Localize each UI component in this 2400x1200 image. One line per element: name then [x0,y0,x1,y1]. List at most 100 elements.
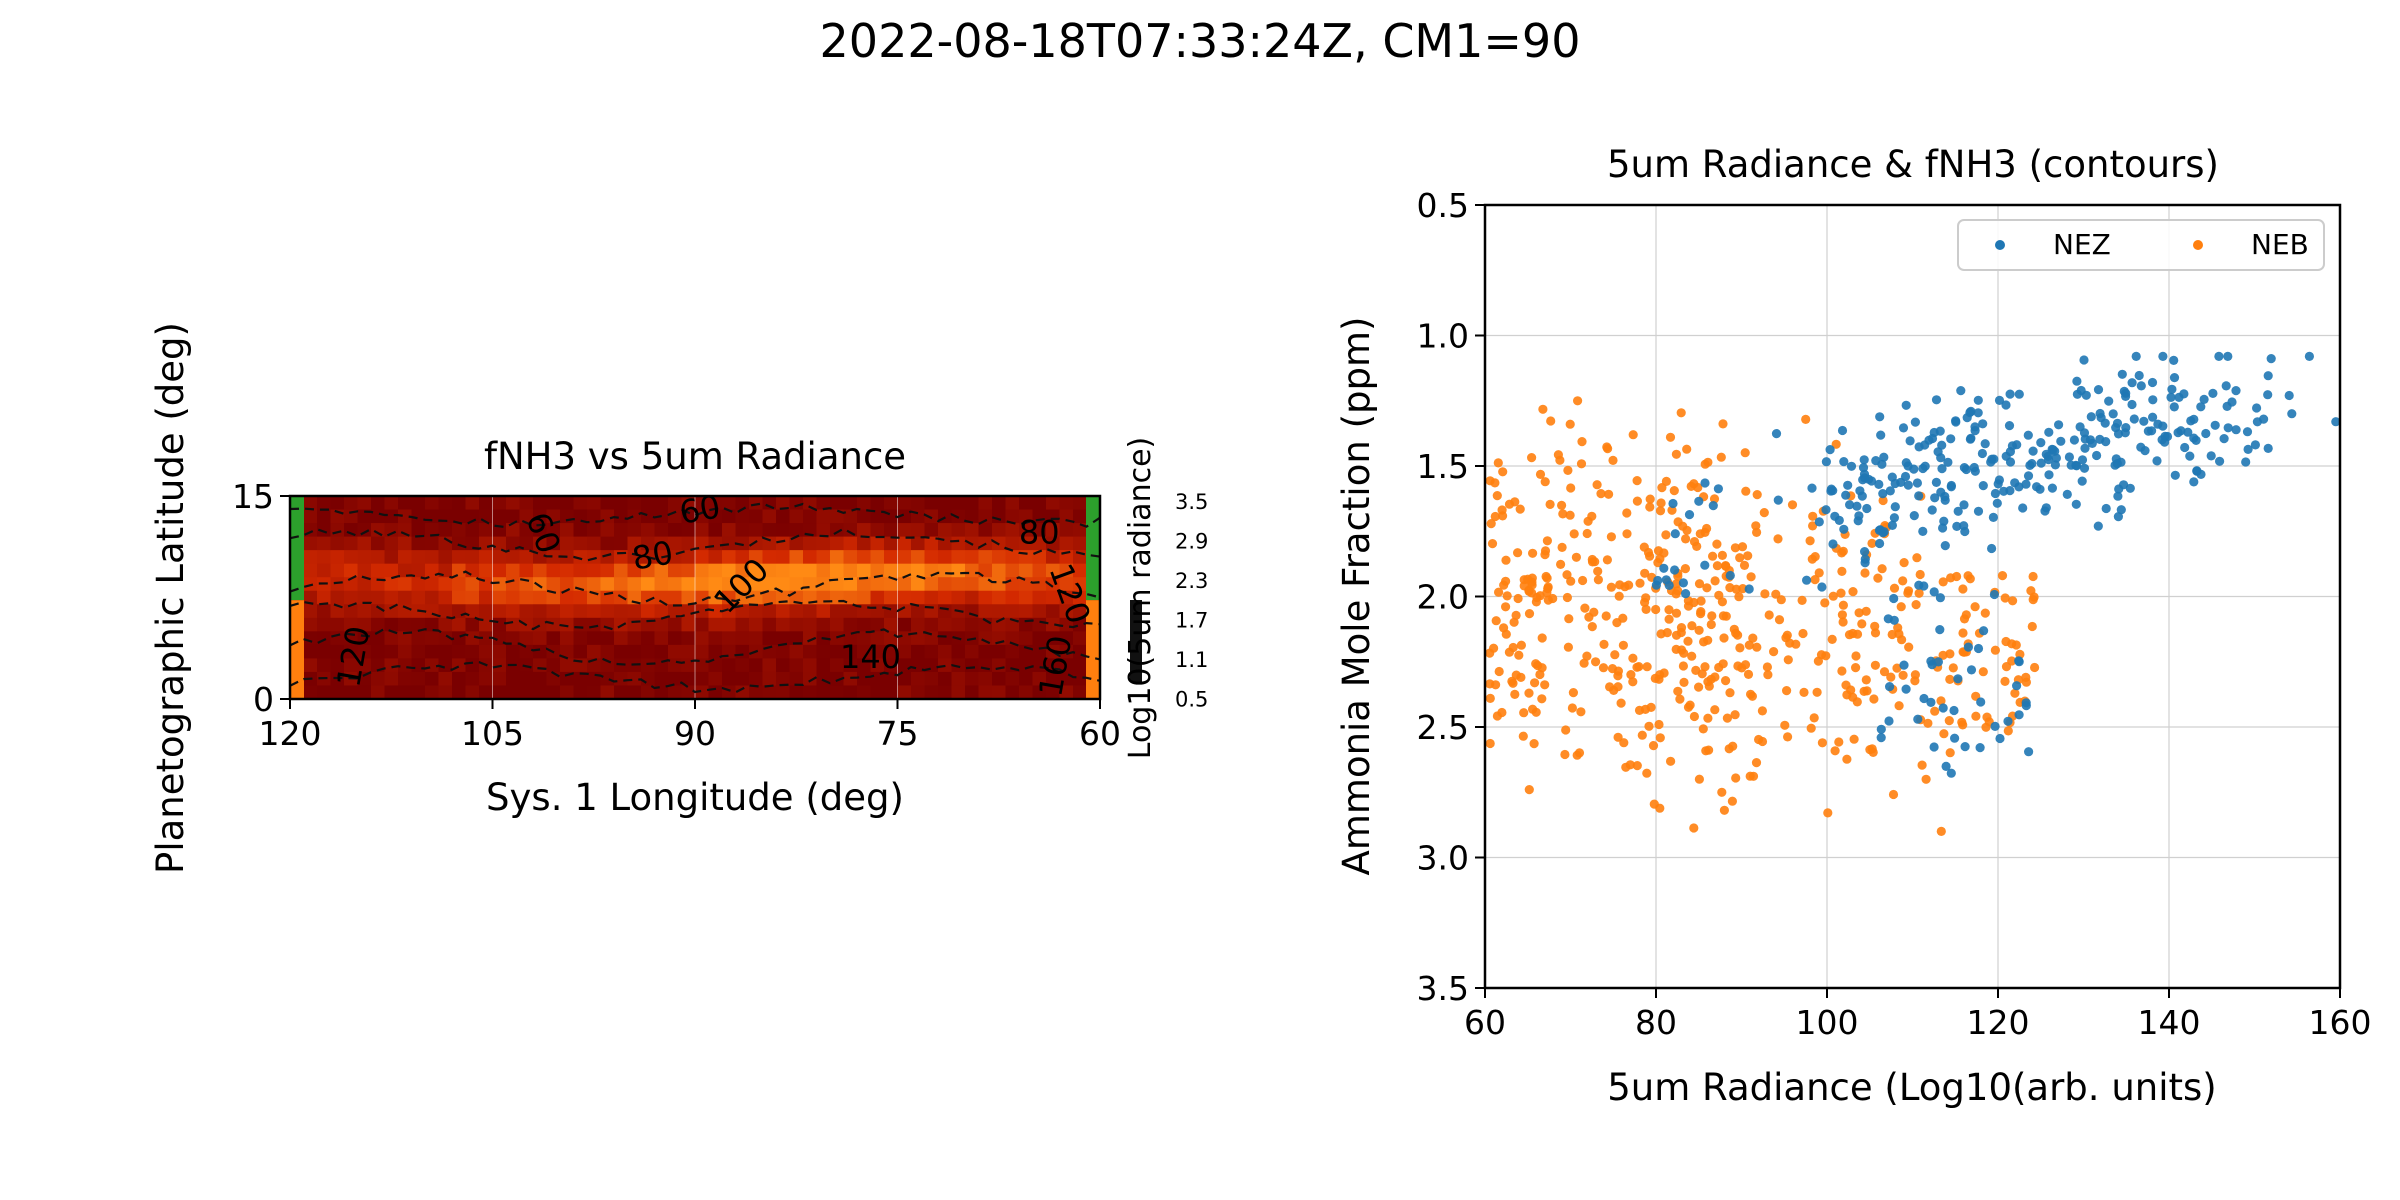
heatmap-cell [1005,631,1020,646]
scatter-point-nez [2086,412,2096,422]
heatmap-cell [1019,590,1034,605]
scatter-point-nez [1903,480,1913,490]
heatmap-cell [303,617,318,632]
heatmap-cell [303,509,318,524]
heatmap-cell [438,644,453,659]
heatmap-cell [951,536,966,551]
heatmap-cell [1073,671,1088,687]
heatmap-cell [924,550,939,565]
scatter-point-nez [1845,500,1855,510]
scatter-point-neb [2028,571,2038,582]
heatmap-cell [587,509,602,524]
heatmap-cell [789,509,804,524]
scatter-point-neb [1557,500,1567,510]
scatter-point-neb [1718,659,1728,669]
scatter-point-nez [2012,681,2022,691]
heatmap-cell [857,617,872,632]
heatmap-cell [843,536,858,551]
heatmap-cell [789,496,804,511]
heatmap-cell [965,523,980,538]
scatter-point-neb [1598,663,1609,673]
scatter-point-nez [1889,593,1899,604]
scatter-point-neb [2001,636,2011,647]
heatmap-cell [506,617,521,632]
heatmap-cell [465,550,480,565]
scatter-point-neb [1894,701,1904,711]
heatmap-cell [1046,496,1061,511]
scatter-point-neb [1936,696,1946,706]
heatmap-cell [546,658,561,673]
scatter-point-neb [1546,416,1556,426]
scatter-point-nez [1670,529,1680,539]
heatmap-cell [1046,604,1061,619]
heatmap-cell [897,685,912,700]
heatmap-cell [776,509,791,524]
heatmap-cell [789,644,804,659]
heatmap-cell [492,671,507,687]
heatmap-cell [587,536,602,551]
scatter-point-nez [2021,479,2031,489]
heatmap-cell [911,550,926,565]
scatter-point-nez [1898,423,1909,433]
heatmap-xtick-label: 120 [259,714,322,753]
scatter-point-neb [1851,651,1861,661]
scatter-point-neb [1725,583,1735,593]
heatmap-cell [924,671,939,687]
heatmap-cell [870,644,885,659]
heatmap-cell [492,644,507,659]
scatter-point-neb [1653,546,1664,556]
heatmap-cell [371,509,386,524]
heatmap-cell [654,496,669,511]
scatter-point-neb [1609,685,1619,696]
scatter-point-neb [1867,744,1877,754]
heatmap-cell [830,658,845,673]
scatter-point-neb [1791,639,1801,649]
heatmap-cell [857,563,872,578]
heatmap-cell [1005,536,1020,551]
scatter-xtick-label: 160 [2309,1003,2372,1042]
scatter-point-nez [2192,466,2202,476]
heatmap-edge-strip [1086,496,1100,601]
heatmap-cell [924,509,939,524]
heatmap-cell [546,496,561,511]
heatmap-cell [870,577,885,592]
scatter-point-nez [2201,428,2211,439]
heatmap-cell [452,509,467,524]
heatmap-cell [843,577,858,592]
heatmap-cell [762,617,777,632]
heatmap-cell [425,671,440,687]
heatmap-cell [384,577,399,592]
heatmap-cell [978,550,993,565]
scatter-point-neb [1509,617,1519,627]
heatmap-cell [830,644,845,659]
heatmap-cell [465,577,480,592]
scatter-point-neb [1681,534,1691,544]
heatmap-cells [290,496,1101,700]
scatter-point-nez [1978,481,1988,491]
heatmap-cell [722,563,737,578]
scatter-point-nez [2121,388,2131,398]
heatmap-chart: fNH3 vs 5um Radiance 60 60808010012012014… [149,322,1208,874]
scatter-point-nez [2179,389,2189,399]
scatter-point-neb [1493,458,1503,468]
scatter-point-neb [1635,578,1645,588]
heatmap-cell [924,644,939,659]
scatter-point-nez [2221,381,2231,391]
scatter-point-neb [1687,621,1697,631]
heatmap-cell [708,523,723,538]
heatmap-cell [479,631,494,646]
heatmap-cell [1032,577,1047,592]
scatter-point-nez [2028,446,2038,456]
scatter-point-nez [2263,390,2273,400]
heatmap-cell [803,577,818,592]
heatmap-cell [1059,590,1074,605]
heatmap-cell [776,671,791,687]
scatter-point-neb [1622,529,1632,539]
heatmap-cell [789,550,804,565]
heatmap-cell [803,563,818,578]
scatter-point-nez [2004,421,2015,431]
heatmap-cell [587,577,602,592]
heatmap-cell [951,685,966,700]
heatmap-cell [1005,590,1020,605]
heatmap-cell [951,590,966,605]
